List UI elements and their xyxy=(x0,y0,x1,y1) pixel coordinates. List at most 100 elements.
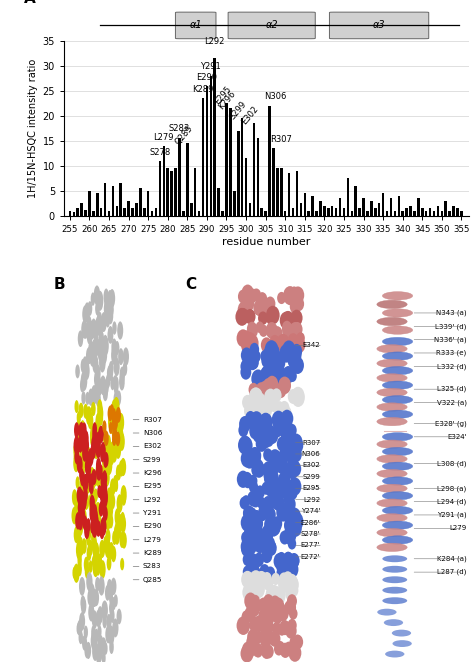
Text: S283: S283 xyxy=(143,563,162,569)
Circle shape xyxy=(88,603,94,622)
Circle shape xyxy=(106,435,111,450)
Text: E302: E302 xyxy=(143,444,162,450)
Circle shape xyxy=(241,620,249,632)
Circle shape xyxy=(265,567,275,580)
Circle shape xyxy=(247,629,258,644)
Circle shape xyxy=(262,422,273,438)
Circle shape xyxy=(245,334,259,352)
Circle shape xyxy=(102,420,107,433)
Circle shape xyxy=(246,553,259,571)
Ellipse shape xyxy=(377,440,407,448)
Circle shape xyxy=(82,474,88,492)
Circle shape xyxy=(264,644,274,658)
Circle shape xyxy=(279,422,292,439)
Circle shape xyxy=(279,448,290,463)
Circle shape xyxy=(91,521,95,533)
Circle shape xyxy=(91,402,96,416)
Circle shape xyxy=(253,615,265,632)
Text: S299: S299 xyxy=(228,100,249,122)
Circle shape xyxy=(255,436,268,452)
Circle shape xyxy=(285,623,297,639)
Circle shape xyxy=(100,442,106,458)
Circle shape xyxy=(241,571,254,589)
Circle shape xyxy=(76,435,82,452)
Circle shape xyxy=(268,469,279,484)
Ellipse shape xyxy=(383,309,413,317)
Circle shape xyxy=(99,637,104,652)
Circle shape xyxy=(114,479,118,492)
Ellipse shape xyxy=(383,587,407,594)
Circle shape xyxy=(86,471,90,483)
Circle shape xyxy=(110,405,116,422)
Text: R307: R307 xyxy=(270,136,292,144)
Circle shape xyxy=(257,383,266,395)
Circle shape xyxy=(296,332,305,344)
Circle shape xyxy=(91,497,95,509)
Circle shape xyxy=(90,433,94,447)
Circle shape xyxy=(107,501,113,519)
Bar xyxy=(433,211,435,216)
Circle shape xyxy=(266,322,278,338)
Circle shape xyxy=(75,525,81,543)
Circle shape xyxy=(276,559,286,573)
Circle shape xyxy=(77,562,82,576)
Bar xyxy=(440,211,443,216)
Ellipse shape xyxy=(383,433,413,441)
Circle shape xyxy=(103,509,108,524)
Circle shape xyxy=(84,430,88,442)
Circle shape xyxy=(98,426,104,443)
Circle shape xyxy=(78,436,83,453)
Circle shape xyxy=(73,444,78,457)
Circle shape xyxy=(280,502,292,519)
Circle shape xyxy=(264,392,276,407)
Circle shape xyxy=(261,622,271,637)
Circle shape xyxy=(108,406,113,422)
Circle shape xyxy=(241,336,254,354)
Circle shape xyxy=(255,393,265,406)
Circle shape xyxy=(250,401,263,419)
Circle shape xyxy=(284,503,293,516)
Circle shape xyxy=(97,634,103,653)
Circle shape xyxy=(90,426,96,443)
Circle shape xyxy=(252,642,263,657)
Ellipse shape xyxy=(377,374,407,382)
Circle shape xyxy=(265,507,276,522)
Circle shape xyxy=(100,376,106,395)
Circle shape xyxy=(255,321,264,333)
Ellipse shape xyxy=(383,521,413,529)
Circle shape xyxy=(95,413,101,429)
Text: E324': E324' xyxy=(447,434,466,440)
Circle shape xyxy=(75,443,79,456)
Circle shape xyxy=(265,425,276,441)
Bar xyxy=(202,98,204,216)
Circle shape xyxy=(249,475,257,487)
Circle shape xyxy=(111,416,117,432)
Circle shape xyxy=(270,400,278,412)
Circle shape xyxy=(120,485,127,503)
Circle shape xyxy=(117,321,123,340)
X-axis label: residue number: residue number xyxy=(222,237,311,247)
Bar xyxy=(210,76,212,216)
Circle shape xyxy=(284,642,293,654)
Text: L308 (d): L308 (d) xyxy=(437,460,466,467)
Bar xyxy=(190,203,192,216)
Bar xyxy=(256,138,259,216)
Circle shape xyxy=(113,442,118,458)
Circle shape xyxy=(250,595,260,608)
Circle shape xyxy=(102,652,106,664)
Circle shape xyxy=(118,514,122,527)
Circle shape xyxy=(78,331,83,347)
Circle shape xyxy=(107,291,114,310)
Circle shape xyxy=(110,441,116,460)
Circle shape xyxy=(261,366,272,381)
Text: K296: K296 xyxy=(217,89,237,112)
Circle shape xyxy=(248,452,257,464)
Circle shape xyxy=(259,413,273,432)
Circle shape xyxy=(80,471,85,486)
Circle shape xyxy=(100,496,105,511)
Text: L292: L292 xyxy=(143,497,161,503)
Circle shape xyxy=(83,361,90,380)
Circle shape xyxy=(84,479,88,491)
Circle shape xyxy=(86,480,91,493)
Bar xyxy=(155,208,157,216)
